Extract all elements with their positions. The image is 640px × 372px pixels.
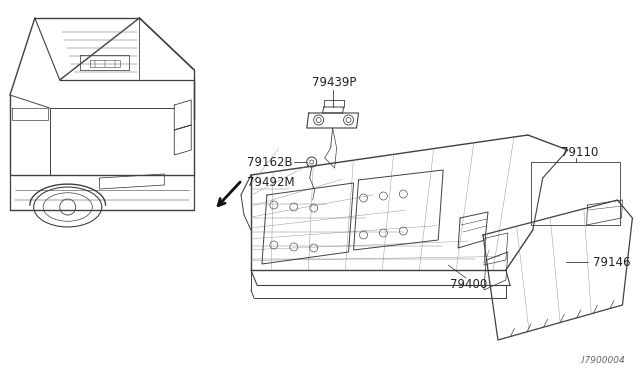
Text: 79146: 79146 <box>593 256 630 269</box>
Text: 79162B: 79162B <box>247 155 292 169</box>
Text: .I7900004: .I7900004 <box>580 356 625 365</box>
Text: 79492M: 79492M <box>247 176 294 189</box>
Text: 79110: 79110 <box>561 145 598 158</box>
Text: 79439P: 79439P <box>312 76 356 89</box>
Text: 79400: 79400 <box>450 279 488 292</box>
